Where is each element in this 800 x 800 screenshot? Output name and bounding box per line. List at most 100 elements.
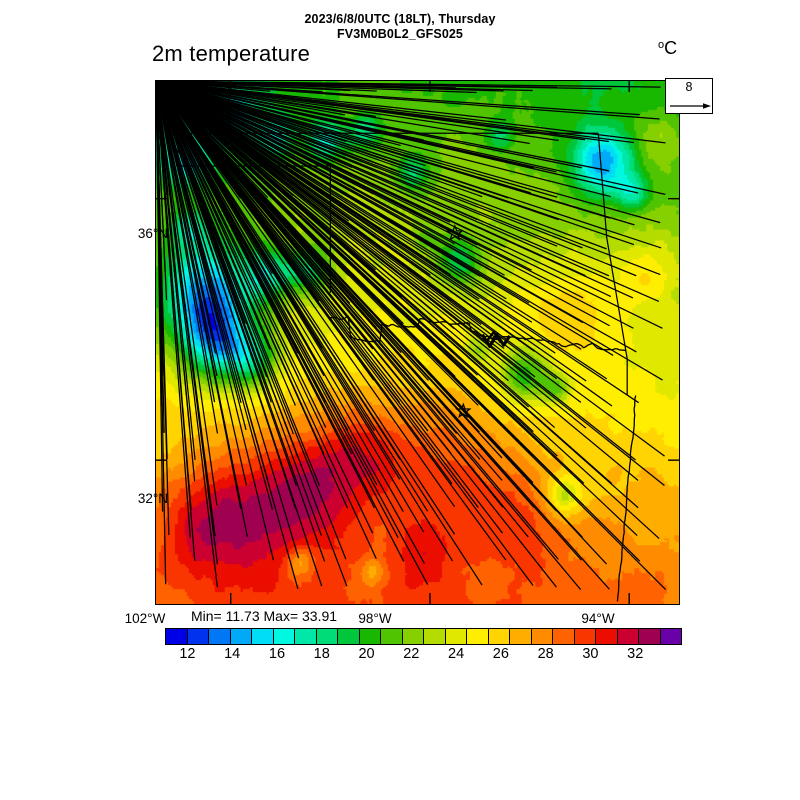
- wind-vector-arrow: [156, 81, 660, 120]
- wind-vector-arrow: [156, 81, 639, 481]
- wind-vector-arrow: [156, 81, 509, 382]
- wind-vector-arrow: [156, 81, 610, 590]
- wind-vector-arrow: [156, 81, 529, 538]
- wind-vector-arrow: [156, 81, 663, 381]
- colorbar-cell: [617, 629, 639, 644]
- wind-vector-arrow: [156, 81, 667, 590]
- wind-vector-arrow: [156, 81, 300, 559]
- colorbar-cell: [230, 629, 252, 644]
- degree-glyph: o: [658, 39, 665, 51]
- wind-vector-arrow: [156, 81, 556, 429]
- wind-vector-arrow: [156, 81, 219, 434]
- wind-vector-arrow: [156, 81, 503, 534]
- colorbar-tick: 14: [224, 646, 241, 662]
- wind-vector-arrow: [156, 81, 503, 481]
- colorbar-cell: [338, 629, 360, 644]
- title-datetime: 2023/6/8/0UTC (18LT), Thursday: [304, 12, 496, 26]
- colorbar-tick: 22: [403, 646, 420, 662]
- colorbar-cell: [166, 629, 188, 644]
- wind-vector-arrow: [156, 81, 665, 457]
- title-model-id: FV3M0B0L2_GFS025: [337, 27, 463, 41]
- lon-label-98w: 98°W: [358, 611, 392, 626]
- colorbar-tick: 28: [537, 646, 554, 662]
- lon-label-94w: 94°W: [581, 611, 615, 626]
- wind-vector-arrow: [156, 81, 326, 562]
- colorbar-cell: [574, 629, 596, 644]
- wind-vector-arrow: [156, 81, 582, 591]
- colorbar[interactable]: [165, 628, 682, 645]
- wind-vector-arrow: [156, 81, 663, 329]
- wind-vector-arrow: [156, 81, 637, 277]
- wind-vector-arrow: [156, 81, 196, 482]
- wind-vector-arrow: [156, 81, 638, 537]
- wind-vector-arrow: [156, 81, 582, 350]
- wind-vector-arrow: [156, 81, 634, 299]
- wind-vector-arrow: [156, 81, 425, 533]
- wind-reference-key: 8: [665, 78, 713, 114]
- wind-vector-arrow: [156, 81, 347, 560]
- colorbar-tick: 24: [448, 646, 465, 662]
- colorbar-cell: [660, 629, 681, 644]
- colorbar-cell: [424, 629, 446, 644]
- wind-vector-arrow: [156, 81, 666, 144]
- wind-vector-arrow: [156, 81, 296, 406]
- page-title: 2m temperature: [152, 41, 311, 66]
- colorbar-tick: 30: [582, 646, 599, 662]
- wind-vector-arrow: [156, 81, 425, 564]
- wind-vector-arrow: [156, 81, 556, 354]
- wind-vector-arrow: [156, 81, 557, 588]
- unit-letter: C: [664, 38, 678, 58]
- map-plot-area[interactable]: [155, 80, 680, 605]
- colorbar-cell: [445, 629, 467, 644]
- wind-vector-arrow: [156, 81, 584, 299]
- wind-vector-arrow: [156, 81, 322, 536]
- wind-vector-arrow: [156, 81, 614, 356]
- wind-vector-arrow: [156, 81, 610, 172]
- wind-vector-arrow: [156, 81, 662, 249]
- colorbar-cell: [273, 629, 295, 644]
- wind-vector-arrow: [156, 81, 635, 246]
- wind-vector-arrow: [156, 81, 666, 195]
- wind-vector-arrow: [156, 81, 299, 590]
- colorbar-cell: [381, 629, 403, 644]
- colorbar-tick: 26: [492, 646, 509, 662]
- wind-vector-arrow: [156, 81, 399, 539]
- colorbar-tick: 12: [179, 646, 196, 662]
- colorbar-cell: [531, 629, 553, 644]
- wind-vector-arrow: [156, 81, 167, 585]
- wind-vector-arrow: [156, 81, 587, 382]
- wind-vector-arrow: [156, 81, 639, 404]
- wind-vector-arrow: [156, 81, 582, 403]
- wind-vector-arrow: [156, 81, 170, 536]
- wind-vector-arrow: [156, 81, 248, 537]
- lat-label-36n: 36°N: [137, 226, 168, 241]
- colorbar-cell: [553, 629, 575, 644]
- wind-vector-arrow: [156, 81, 429, 512]
- colorbar-cell: [316, 629, 338, 644]
- wind-vector-arrow: [156, 81, 587, 429]
- wind-vector-arrow: [156, 81, 665, 486]
- colorbar-cell: [295, 629, 317, 644]
- state-border: [616, 395, 637, 602]
- wind-key-value: 8: [685, 80, 693, 94]
- wind-vector-arrow: [156, 81, 613, 407]
- wind-vector-arrow: [156, 81, 639, 194]
- wind-vector-arrow: [156, 81, 534, 586]
- wind-vector-arrow: [156, 81, 456, 535]
- wind-vector-arrow: [156, 81, 608, 565]
- colorbar-tick: 18: [313, 646, 330, 662]
- wind-vector-arrow: [156, 81, 611, 198]
- wind-vector-arrow: [156, 81, 637, 353]
- wind-vector-arrow: [156, 81, 612, 298]
- wind-vector-arrow: [156, 81, 639, 509]
- wind-vector-arrow: [156, 81, 247, 431]
- wind-vector-arrow: [156, 81, 429, 585]
- wind-vector-arrow: [156, 81, 247, 486]
- colorbar-cell: [488, 629, 510, 644]
- wind-vector-arrow: [156, 81, 323, 587]
- wind-vector-arrow: [156, 81, 507, 561]
- wind-vector-arrow: [156, 81, 635, 226]
- wind-vector-arrow: [156, 81, 348, 587]
- wind-vector-arrow: [156, 81, 607, 250]
- wind-vector-arrow: [156, 81, 660, 540]
